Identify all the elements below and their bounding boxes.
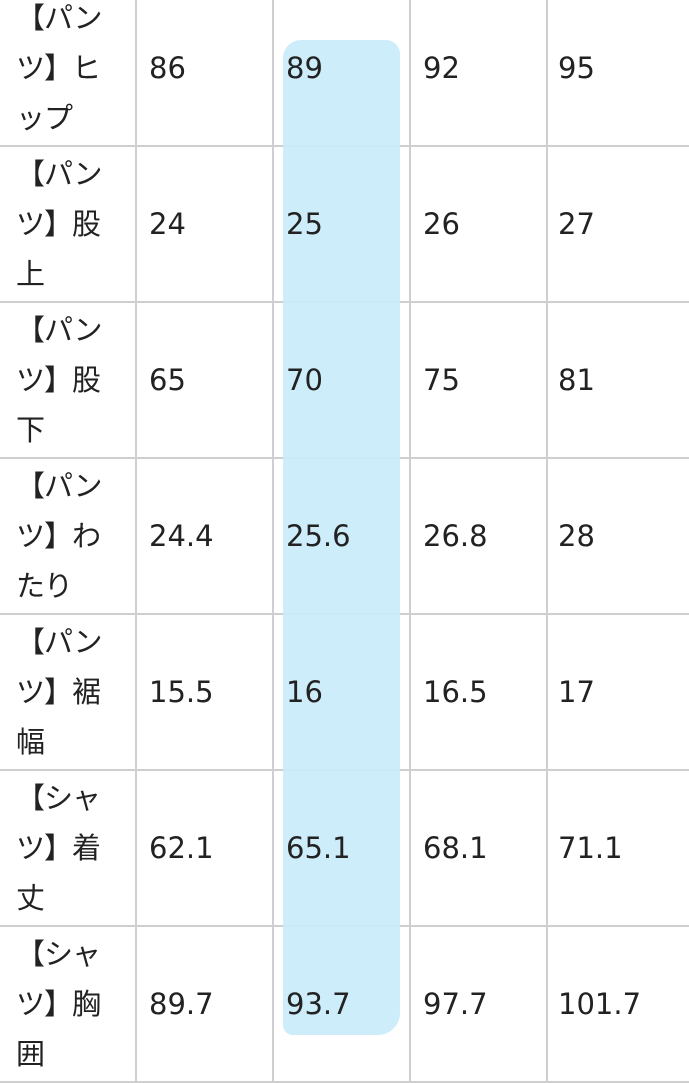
row-label: 【パンツ】わたり [16, 469, 102, 603]
value: 81 [558, 363, 595, 397]
value: 68.1 [423, 831, 488, 865]
value-cell: 24 [137, 147, 274, 301]
value-cell: 26 [411, 147, 548, 301]
value-cell: 81 [548, 303, 689, 457]
value-cell: 25 [274, 147, 411, 301]
value-cell: 16 [274, 615, 411, 769]
row-label-cell: 【パンツ】股下 [0, 303, 137, 457]
value-cell: 24.4 [137, 459, 274, 613]
row-label: 【シャツ】胸囲 [16, 937, 101, 1071]
value: 16.5 [423, 675, 488, 709]
value-cell: 93.7 [274, 927, 411, 1081]
value: 101.7 [558, 987, 642, 1021]
value: 86 [149, 51, 186, 85]
value-cell: 101.7 [548, 927, 689, 1081]
value-cell: 17 [548, 615, 689, 769]
value-cell: 92 [411, 0, 548, 145]
value-cell: 95 [548, 0, 689, 145]
value: 92 [423, 51, 460, 85]
value: 75 [423, 363, 460, 397]
row-label-cell: 【シャツ】着丈 [0, 771, 137, 925]
value: 16 [286, 675, 323, 709]
row-label-cell: 【パンツ】裾幅 [0, 615, 137, 769]
value-cell: 26.8 [411, 459, 548, 613]
row-label-cell: 【パンツ】わたり [0, 459, 137, 613]
value: 24.4 [149, 519, 214, 553]
value: 24 [149, 207, 186, 241]
value: 65 [149, 363, 186, 397]
value: 95 [558, 51, 595, 85]
value: 93.7 [286, 987, 351, 1021]
value: 70 [286, 363, 323, 397]
value-cell: 16.5 [411, 615, 548, 769]
value-cell: 89.7 [137, 927, 274, 1081]
value: 26 [423, 207, 460, 241]
value-cell: 62.1 [137, 771, 274, 925]
value-cell: 86 [137, 0, 274, 145]
value-cell: 28 [548, 459, 689, 613]
value: 17 [558, 675, 595, 709]
row-label: 【パンツ】裾幅 [16, 625, 102, 759]
value-cell: 15.5 [137, 615, 274, 769]
table-row: 【パンツ】股下 65 70 75 81 [0, 303, 689, 459]
value-cell: 27 [548, 147, 689, 301]
row-label: 【パンツ】ヒップ [16, 1, 102, 135]
value: 28 [558, 519, 595, 553]
value: 27 [558, 207, 595, 241]
table-row: 【パンツ】股上 24 25 26 27 [0, 147, 689, 303]
value: 62.1 [149, 831, 214, 865]
value-cell: 70 [274, 303, 411, 457]
row-label-cell: 【パンツ】股上 [0, 147, 137, 301]
value-cell: 25.6 [274, 459, 411, 613]
value-cell: 68.1 [411, 771, 548, 925]
row-label-cell: 【シャツ】胸囲 [0, 927, 137, 1081]
value: 97.7 [423, 987, 488, 1021]
value: 89.7 [149, 987, 214, 1021]
row-label: 【パンツ】股上 [16, 157, 102, 291]
value: 89 [286, 51, 323, 85]
value-cell: 97.7 [411, 927, 548, 1081]
row-label-cell: 【パンツ】ヒップ [0, 0, 137, 145]
value-cell: 65.1 [274, 771, 411, 925]
value: 25.6 [286, 519, 351, 553]
value: 71.1 [558, 831, 623, 865]
row-label: 【シャツ】着丈 [16, 781, 101, 915]
value: 65.1 [286, 831, 351, 865]
value-cell: 89 [274, 0, 411, 145]
value-cell: 71.1 [548, 771, 689, 925]
table-row: 【パンツ】裾幅 15.5 16 16.5 17 [0, 615, 689, 771]
highlighter-mark [283, 40, 400, 1035]
table-row: 【シャツ】着丈 62.1 65.1 68.1 71.1 [0, 771, 689, 927]
row-label: 【パンツ】股下 [16, 313, 102, 447]
value-cell: 75 [411, 303, 548, 457]
value: 26.8 [423, 519, 488, 553]
value: 15.5 [149, 675, 214, 709]
value-cell: 65 [137, 303, 274, 457]
value: 25 [286, 207, 323, 241]
